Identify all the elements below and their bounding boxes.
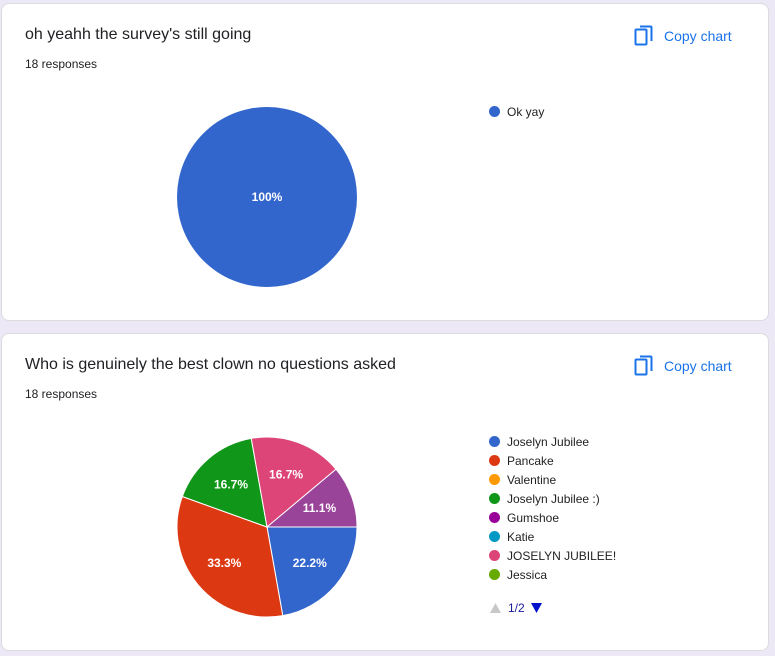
pie-chart: 100%: [177, 107, 357, 287]
legend-label: Pancake: [507, 453, 554, 468]
legend-item: Katie: [489, 527, 616, 546]
legend-pager: 1/2: [489, 601, 543, 615]
legend-swatch: [489, 569, 500, 580]
pie-slice[interactable]: [266, 526, 358, 617]
legend-item: Valentine: [489, 470, 616, 489]
copy-icon: [634, 355, 653, 376]
question-card-2: Who is genuinely the best clown no quest…: [1, 333, 769, 651]
legend-item: Pancake: [489, 451, 616, 470]
legend-item: Ok yay: [489, 102, 544, 121]
legend-swatch: [489, 531, 500, 542]
copy-chart-label: Copy chart: [664, 358, 732, 374]
pie-slice[interactable]: [177, 107, 357, 287]
legend-item: Jessica: [489, 565, 616, 584]
legend-label: Joselyn Jubilee :): [507, 491, 600, 506]
pie-slice[interactable]: [176, 495, 284, 618]
legend-item: JOSELYN JUBILEE!: [489, 546, 616, 565]
legend-label: Gumshoe: [507, 510, 560, 525]
pie-chart: 22.2% 33.3% 16.7% 16.7% 11.1%: [176, 436, 358, 618]
legend-swatch: [489, 436, 500, 447]
slice-label: 16.7%: [214, 477, 248, 491]
legend-item: Gumshoe: [489, 508, 616, 527]
slice-label: 22.2%: [293, 556, 327, 570]
legend-swatch: [489, 493, 500, 504]
pie-slice[interactable]: [181, 437, 268, 528]
legend-label: Jessica: [507, 567, 548, 582]
legend-label: Joselyn Jubilee: [507, 434, 590, 449]
legend-swatch: [489, 106, 500, 117]
legend-swatch: [489, 474, 500, 485]
response-count: 18 responses: [25, 57, 98, 71]
chart-legend: Joselyn Jubilee Pancake Valentine Joselyn J…: [489, 432, 616, 584]
question-card-1: oh yeahh the survey's still going 18 res…: [1, 3, 769, 321]
page-next-icon[interactable]: [530, 602, 543, 614]
chart-legend: Ok yay: [489, 102, 544, 121]
page-prev-icon[interactable]: [489, 602, 502, 614]
response-count: 18 responses: [25, 387, 98, 401]
legend-swatch: [489, 512, 500, 523]
copy-chart-button[interactable]: Copy chart: [634, 352, 732, 380]
legend-swatch: [489, 455, 500, 466]
slice-label: 16.7%: [269, 468, 303, 482]
copy-chart-button[interactable]: Copy chart: [634, 22, 732, 50]
page-indicator: 1/2: [508, 601, 525, 615]
copy-chart-label: Copy chart: [664, 28, 732, 44]
legend-swatch: [489, 550, 500, 561]
legend-label: Valentine: [507, 472, 557, 487]
legend-item: Joselyn Jubilee: [489, 432, 616, 451]
legend-label: Katie: [507, 529, 535, 544]
copy-icon: [634, 25, 653, 46]
slice-label: 11.1%: [303, 501, 337, 515]
slice-label: 100%: [252, 190, 283, 204]
pie-slice[interactable]: [265, 468, 358, 528]
legend-label: JOSELYN JUBILEE!: [507, 548, 617, 563]
legend-item: Joselyn Jubilee :): [489, 489, 616, 508]
pie-slice[interactable]: [250, 436, 337, 528]
question-title: oh yeahh the survey's still going: [25, 26, 252, 43]
legend-label: Ok yay: [507, 104, 545, 119]
question-title: Who is genuinely the best clown no quest…: [25, 356, 396, 373]
slice-label: 33.3%: [207, 556, 241, 570]
